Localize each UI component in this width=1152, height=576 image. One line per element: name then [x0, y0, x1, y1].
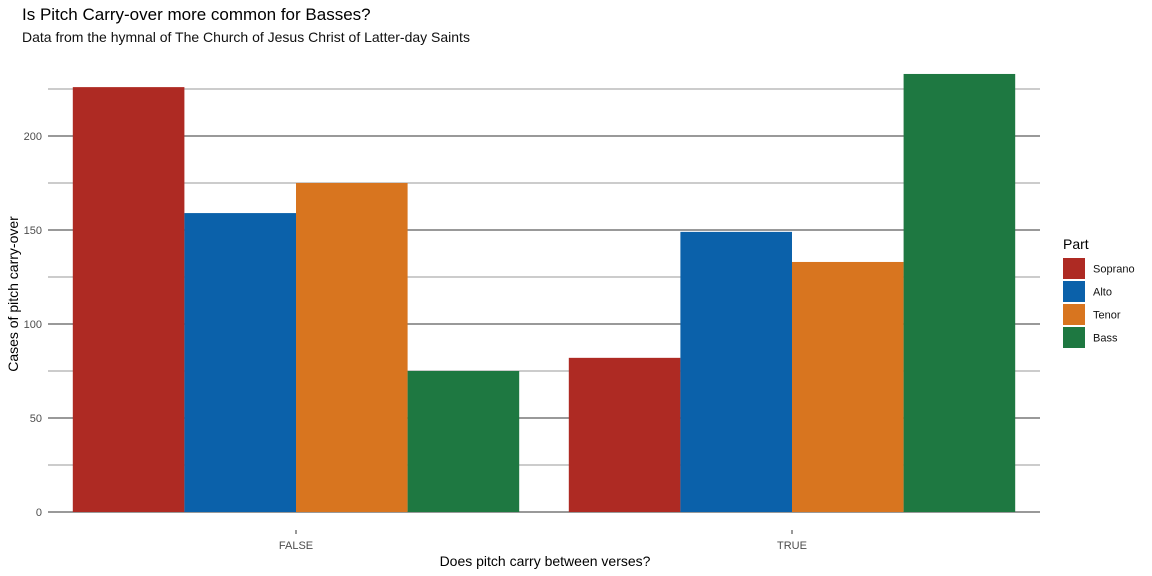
bar-bass-true	[903, 73, 1016, 513]
y-axis-ticks: 0 50 100 150 200	[24, 131, 42, 519]
bar-tenor-true	[792, 261, 904, 512]
chart-title: Is Pitch Carry-over more common for Bass…	[22, 5, 371, 24]
legend-key-tenor	[1063, 304, 1085, 325]
bar-alto-true	[680, 231, 792, 512]
x-tick-label: TRUE	[777, 540, 807, 552]
bar-alto-false	[184, 213, 296, 512]
bar-soprano-true	[568, 357, 681, 512]
legend-key-alto	[1063, 281, 1085, 302]
plot-area: 0 50 100 150 200 FALSE TRUE	[24, 73, 1040, 552]
x-axis-ticks: FALSE TRUE	[279, 530, 807, 552]
bar-tenor-false	[296, 183, 408, 512]
legend-key-bass	[1063, 327, 1085, 348]
y-tick-label: 50	[30, 413, 42, 425]
x-tick-label: FALSE	[279, 540, 313, 552]
y-tick-label: 200	[24, 131, 42, 143]
y-axis-title: Cases of pitch carry-over	[5, 216, 21, 372]
legend-label-bass: Bass	[1093, 333, 1118, 345]
legend-label-soprano: Soprano	[1093, 264, 1135, 276]
y-tick-label: 150	[24, 225, 42, 237]
legend: Part Soprano Alto Tenor Bass	[1063, 236, 1135, 348]
chart-subtitle: Data from the hymnal of The Church of Je…	[22, 29, 470, 45]
legend-items: Soprano Alto Tenor Bass	[1063, 258, 1135, 348]
x-axis-title: Does pitch carry between verses?	[440, 553, 651, 569]
y-tick-label: 0	[36, 507, 42, 519]
bar-soprano-false	[72, 87, 185, 513]
legend-key-soprano	[1063, 258, 1085, 279]
legend-title: Part	[1063, 236, 1089, 252]
legend-label-tenor: Tenor	[1093, 310, 1121, 322]
legend-label-alto: Alto	[1093, 287, 1112, 299]
bar-bass-false	[407, 371, 520, 512]
y-tick-label: 100	[24, 319, 42, 331]
bars	[72, 73, 1016, 513]
